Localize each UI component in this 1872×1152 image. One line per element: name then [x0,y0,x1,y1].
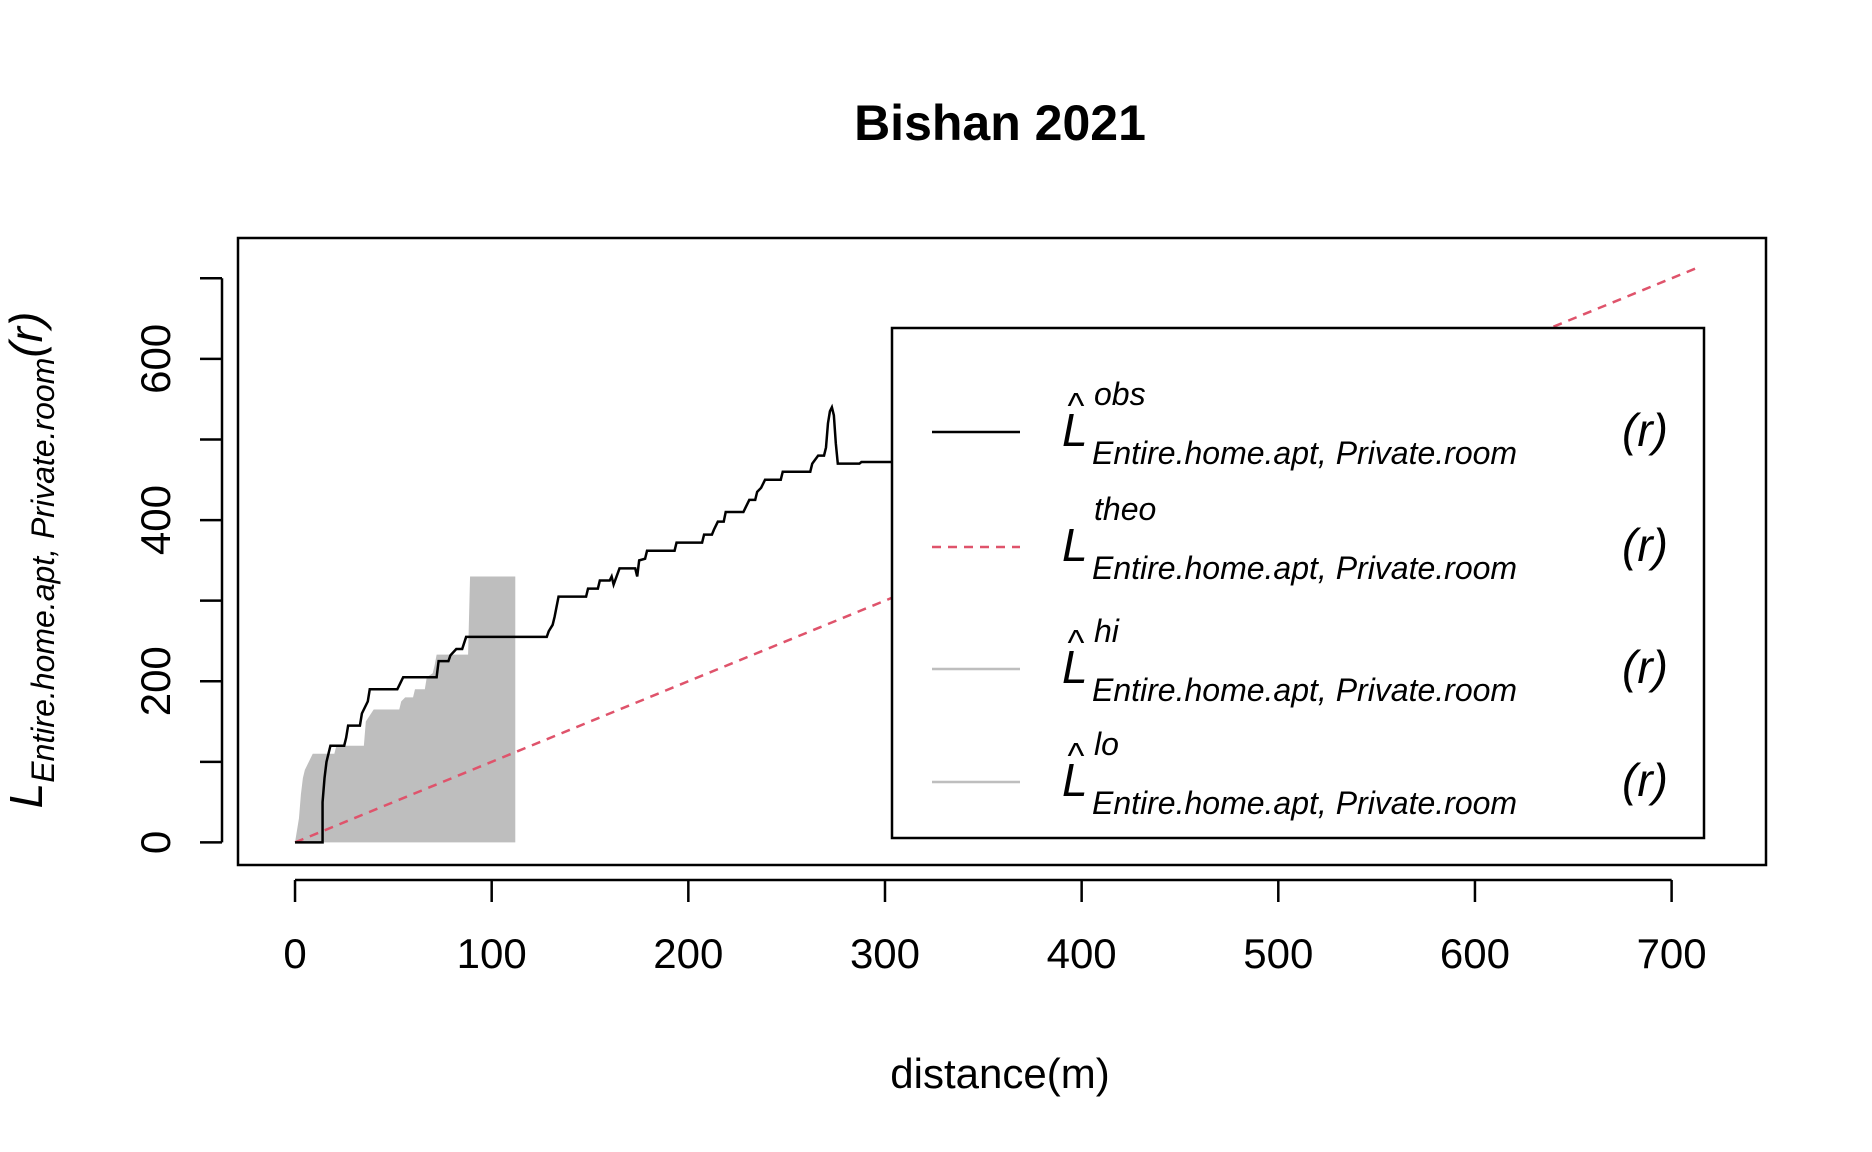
x-tick-label: 100 [457,930,527,977]
legend-sup: hi [1094,613,1120,649]
chart-title: Bishan 2021 [854,95,1146,151]
x-tick-label: 200 [653,930,723,977]
legend-hat: ^ [1068,622,1085,663]
legend-hat: ^ [1068,735,1085,776]
svg-text:LEntire.home.apt, Private.room: LEntire.home.apt, Private.room(r) [0,312,61,809]
x-tick-label: 500 [1243,930,1313,977]
legend-main: L [1062,641,1088,693]
series-envelope [295,576,516,843]
legend-sup: obs [1094,376,1146,412]
y-axis-label: LEntire.home.apt, Private.room(r) [0,312,61,809]
x-axis: 0 100 200 300 400 500 600 700 [283,878,1707,977]
legend-box [890,326,1706,840]
x-tick-label: 400 [1047,930,1117,977]
legend-sub: Entire.home.apt, Private.room [1092,672,1517,708]
legend-arg: (r) [1622,754,1668,806]
x-tick-label: 700 [1637,930,1707,977]
legend-entry-hi: ^Lhi Entire.home.apt, Private.room (r) [932,613,1668,708]
legend-arg: (r) [1622,519,1668,571]
x-axis-label: distance(m) [890,1050,1109,1097]
legend-sub: Entire.home.apt, Private.room [1092,550,1517,586]
legend-arg: (r) [1622,641,1668,693]
plot-frame [236,236,1768,867]
x-tick-label: 600 [1440,930,1510,977]
legend-main: L [1062,754,1088,806]
legend-arg: (r) [1622,404,1668,456]
x-tick-label: 300 [850,930,920,977]
legend-sub: Entire.home.apt, Private.room [1092,435,1517,471]
legend-sup: theo [1094,491,1156,527]
y-tick-label: 600 [132,324,179,394]
y-tick-label: 0 [132,831,179,854]
y-tick-label: 200 [132,646,179,716]
legend-hat: ^ [1068,385,1085,426]
y-axis-label-sub: Entire.home.apt, Private.room [25,358,61,783]
legend-entry-lo: ^Llo Entire.home.apt, Private.room (r) [932,726,1668,821]
y-axis: 0 200 400 600 [132,277,224,854]
x-tick-label: 0 [283,930,306,977]
legend-main: L [1062,519,1088,571]
y-axis-label-arg: (r) [0,312,52,358]
legend-main: L [1062,404,1088,456]
y-axis-label-main: L [0,783,52,809]
y-tick-label: 400 [132,485,179,555]
legend-sup: lo [1094,726,1119,762]
legend-sub: Entire.home.apt, Private.room [1092,785,1517,821]
